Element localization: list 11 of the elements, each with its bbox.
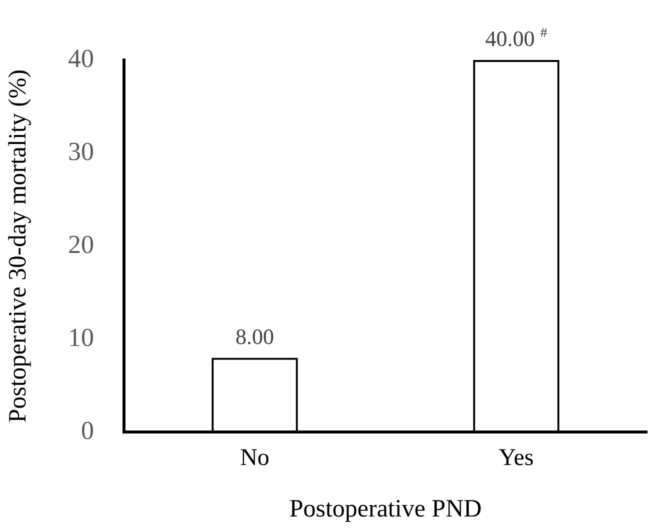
y-axis-title: Postoperative 30-day mortality (%) xyxy=(4,69,32,423)
data-label: 8.00 xyxy=(236,324,274,349)
x-axis-title: Postoperative PND xyxy=(289,496,482,523)
y-tick-label: 30 xyxy=(68,136,94,166)
y-tick-label: 10 xyxy=(68,322,94,352)
x-tick-label: No xyxy=(240,444,270,471)
y-tick-label: 20 xyxy=(68,230,94,259)
y-tick-label: 40 xyxy=(68,44,94,73)
y-tick-label: 0 xyxy=(81,416,94,446)
x-tick-label: Yes xyxy=(498,444,534,471)
data-label: 40.00 # xyxy=(485,26,548,51)
